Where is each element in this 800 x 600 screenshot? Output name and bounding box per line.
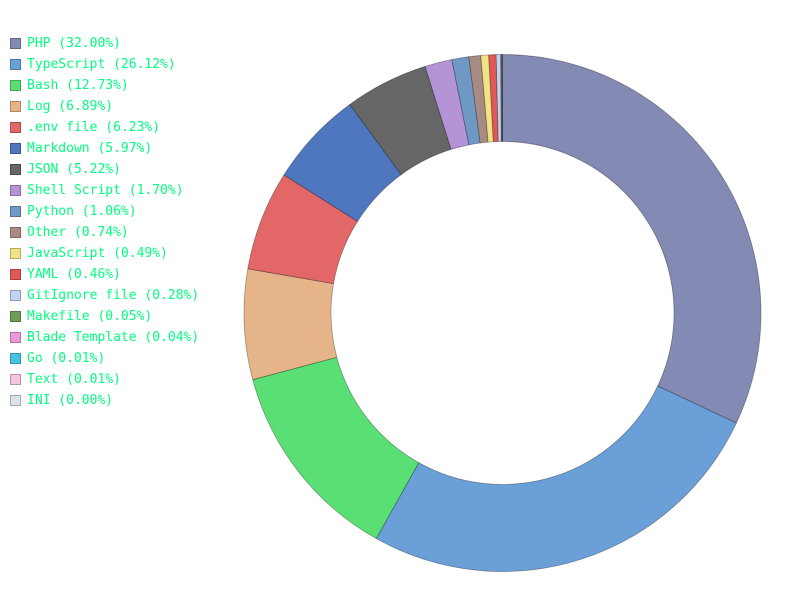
legend-label: Python (1.06%) (27, 204, 137, 219)
donut-slice (480, 54, 494, 143)
donut-slice (424, 59, 470, 150)
legend-label: Log (6.89%) (27, 99, 114, 114)
chart-legend: PHP (32.00%) TypeScript (26.12%) Bash (12.… (10, 33, 199, 411)
legend-swatch (10, 80, 21, 91)
legend-entry: Other (0.74%) (10, 222, 199, 243)
legend-entry: Makefile (0.05%) (10, 306, 199, 327)
legend-entry: INI (0.00%) (10, 390, 199, 411)
legend-swatch (10, 374, 21, 385)
legend-label: INI (0.00%) (27, 393, 114, 408)
donut-slice (451, 56, 481, 146)
legend-entry: JavaScript (0.49%) (10, 243, 199, 264)
legend-swatch (10, 143, 21, 154)
donut-slice (243, 268, 338, 381)
legend-entry: YAML (0.46%) (10, 264, 199, 285)
legend-entry: JSON (5.22%) (10, 159, 199, 180)
legend-label: Blade Template (0.04%) (27, 330, 200, 345)
legend-entry: Python (1.06%) (10, 201, 199, 222)
legend-entry: Bash (12.73%) (10, 75, 199, 96)
legend-swatch (10, 59, 21, 70)
donut-slice (501, 54, 503, 142)
legend-label: TypeScript (26.12%) (27, 57, 176, 72)
legend-entry: PHP (32.00%) (10, 33, 199, 54)
legend-swatch (10, 38, 21, 49)
legend-entry: GitIgnore file (0.28%) (10, 285, 199, 306)
legend-entry: .env file (6.23%) (10, 117, 199, 138)
legend-swatch (10, 395, 21, 406)
legend-entry: Go (0.01%) (10, 348, 199, 369)
legend-swatch (10, 332, 21, 343)
legend-label: Markdown (5.97%) (27, 141, 153, 156)
legend-label: JSON (5.22%) (27, 162, 121, 177)
legend-swatch (10, 206, 21, 217)
legend-label: Go (0.01%) (27, 351, 106, 366)
legend-swatch (10, 248, 21, 259)
donut-slice (502, 54, 762, 424)
legend-label: Other (0.74%) (27, 225, 129, 240)
legend-label: Makefile (0.05%) (27, 309, 153, 324)
donut-slice (500, 54, 503, 142)
legend-swatch (10, 227, 21, 238)
legend-label: YAML (0.46%) (27, 267, 121, 282)
legend-label: GitIgnore file (0.28%) (27, 288, 200, 303)
legend-swatch (10, 269, 21, 280)
legend-label: PHP (32.00%) (27, 36, 121, 51)
legend-entry: Text (0.01%) (10, 369, 199, 390)
legend-swatch (10, 290, 21, 301)
donut-slice (375, 385, 737, 572)
legend-swatch (10, 311, 21, 322)
legend-label: Text (0.01%) (27, 372, 121, 387)
legend-entry: Shell Script (1.70%) (10, 180, 199, 201)
legend-swatch (10, 101, 21, 112)
legend-label: Bash (12.73%) (27, 78, 129, 93)
legend-entry: Log (6.89%) (10, 96, 199, 117)
legend-label: Shell Script (1.70%) (27, 183, 184, 198)
donut-slice (252, 356, 420, 539)
legend-label: .env file (6.23%) (27, 120, 161, 135)
legend-swatch (10, 122, 21, 133)
legend-swatch (10, 353, 21, 364)
legend-entry: TypeScript (26.12%) (10, 54, 199, 75)
legend-label: JavaScript (0.49%) (27, 246, 168, 261)
legend-entry: Markdown (5.97%) (10, 138, 199, 159)
legend-swatch (10, 185, 21, 196)
donut-slice (283, 104, 402, 222)
legend-entry: Blade Template (0.04%) (10, 327, 199, 348)
legend-swatch (10, 164, 21, 175)
